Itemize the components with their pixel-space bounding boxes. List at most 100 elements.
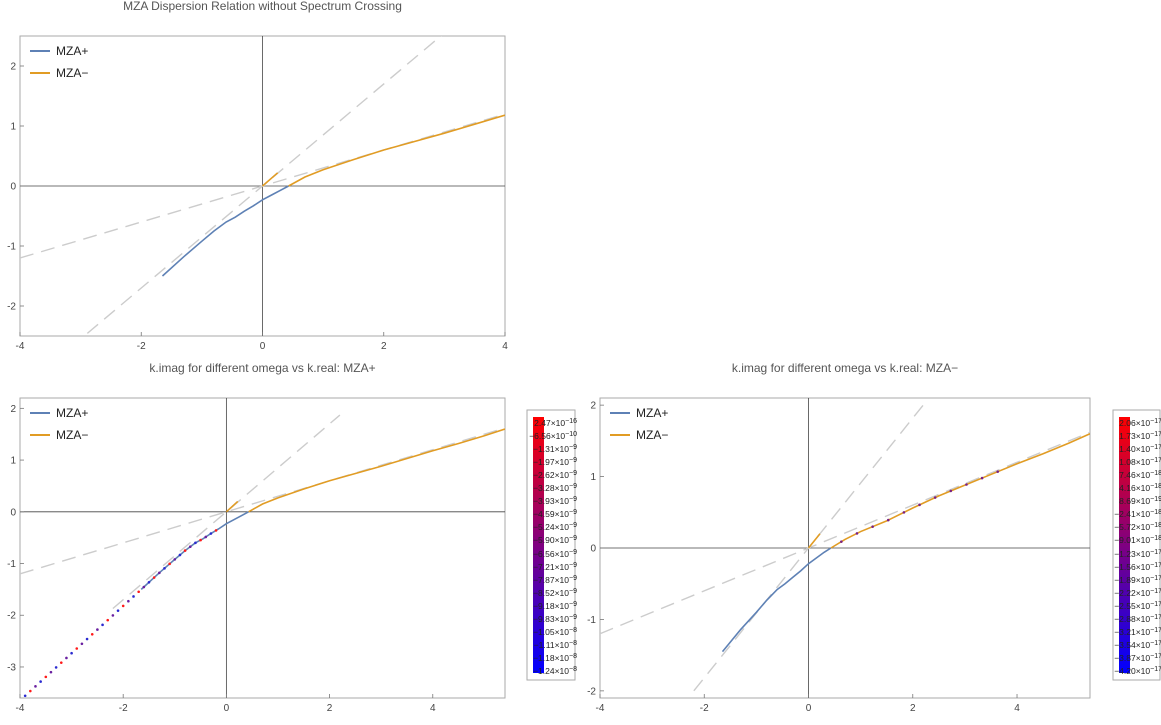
data-point — [918, 503, 921, 507]
colorbar-tick-label: −3.87×10−17 — [1114, 652, 1161, 663]
data-point — [23, 694, 27, 698]
legend-label-mza-plus: MZA+ — [636, 406, 668, 420]
colorbar-tick-label: −1.05×10−8 — [533, 626, 577, 637]
colorbar-tick-label: −1.24×10−8 — [533, 666, 577, 676]
data-point — [152, 576, 156, 579]
chart-panel-1: MZA Dispersion Relation without Spectrum… — [0, 0, 520, 355]
colorbar-tick-label: 1.73×10−17 — [1119, 431, 1161, 442]
x-tick-label: -4 — [16, 341, 25, 352]
x-tick-label: -4 — [16, 703, 25, 714]
series-mza-minus-line — [248, 428, 505, 513]
colorbar-tick-label: 1.40×10−17 — [1119, 444, 1161, 455]
chart-2-svg: k.imag for different omega vs k.real: MZ… — [7, 361, 577, 714]
x-tick-label: 0 — [260, 341, 266, 352]
data-point — [173, 558, 177, 561]
chart-panel-2: k.imag for different omega vs k.real: MZ… — [0, 355, 580, 720]
data-point — [147, 580, 151, 584]
plot-frame — [19, 397, 506, 699]
data-point — [214, 529, 218, 532]
colorbar-tick-label: −2.88×10−17 — [1114, 613, 1161, 624]
data-point — [65, 656, 68, 660]
series-mza-minus-line — [288, 114, 505, 187]
x-tick-label: 0 — [224, 703, 230, 714]
y-tick-label: -1 — [587, 615, 596, 626]
data-point — [29, 689, 32, 693]
series-mza-minus-branch — [225, 500, 239, 513]
colorbar-tick-label: −6.56×10−10 — [529, 431, 577, 442]
colorbar-tick-label: −7.87×10−9 — [533, 574, 577, 585]
x-tick-label: 2 — [910, 703, 916, 714]
y-tick-label: 2 — [590, 401, 596, 412]
y-tick-label: -1 — [7, 242, 16, 253]
series-mza-plus-line — [161, 185, 289, 277]
colorbar-tick-label: −3.21×10−17 — [1114, 626, 1161, 637]
data-point — [183, 549, 187, 552]
data-point — [137, 590, 140, 594]
x-tick-label: -2 — [119, 703, 128, 714]
legend-label-mza-plus: MZA+ — [56, 44, 88, 58]
y-tick-label: 1 — [590, 472, 596, 483]
colorbar-tick-label: −3.28×10−9 — [533, 483, 577, 494]
x-tick-label: 4 — [430, 703, 436, 714]
y-tick-label: 0 — [10, 182, 16, 193]
data-point — [101, 623, 104, 627]
y-tick-label: 2 — [10, 404, 16, 415]
colorbar-tick-label: −1.18×10−8 — [533, 652, 577, 663]
colorbar-tick-label: −9.83×10−9 — [533, 613, 577, 624]
colorbar-gradient — [533, 417, 544, 673]
colorbar-tick-label: −1.31×10−9 — [533, 444, 577, 455]
reference-line-2 — [693, 404, 924, 692]
colorbar-tick-label: −9.01×10−18 — [1114, 535, 1161, 546]
chart-title: MZA Dispersion Relation without Spectrum… — [123, 0, 402, 13]
colorbar-tick-label: 1.08×10−17 — [1119, 457, 1161, 468]
chart-1-svg: MZA Dispersion Relation without Spectrum… — [7, 0, 508, 352]
legend-label-mza-minus: MZA− — [636, 428, 668, 442]
data-point — [75, 647, 79, 650]
series-mza-minus-line — [830, 432, 1090, 549]
data-point — [209, 532, 213, 535]
data-point — [90, 633, 94, 636]
x-tick-label: 2 — [381, 341, 387, 352]
reference-line-1 — [20, 427, 505, 575]
y-tick-label: -2 — [7, 302, 16, 313]
colorbar-tick-label: −1.97×10−9 — [533, 457, 577, 468]
colorbar-tick-label: −1.56×10−17 — [1114, 561, 1161, 572]
series-mza-plus-line — [721, 547, 832, 653]
data-point — [96, 628, 99, 631]
colorbar-tick-label: −9.18×10−9 — [533, 600, 577, 611]
y-tick-label: -1 — [7, 559, 16, 570]
y-tick-label: -2 — [7, 611, 16, 622]
y-tick-label: 2 — [10, 62, 16, 73]
colorbar-tick-label: −5.90×10−9 — [533, 535, 577, 546]
series-mza-plus-line — [140, 511, 249, 590]
reference-line-1 — [600, 431, 1090, 635]
data-point — [49, 670, 53, 674]
series-mza-minus-branch — [807, 533, 821, 549]
data-point — [188, 545, 192, 549]
chart-title: k.imag for different omega vs k.real: MZ… — [149, 361, 375, 375]
colorbar-tick-label: −8.52×10−9 — [533, 587, 577, 598]
colorbar-tick-label: −3.54×10−17 — [1114, 639, 1161, 650]
x-tick-label: 4 — [1014, 703, 1020, 714]
data-point — [106, 618, 110, 622]
data-point — [44, 675, 48, 679]
data-point — [886, 518, 890, 522]
data-point — [111, 614, 115, 617]
data-point — [980, 476, 984, 480]
x-tick-label: -4 — [596, 703, 605, 714]
data-point — [933, 496, 937, 499]
colorbar-tick-label: 7.46×10−18 — [1119, 470, 1161, 481]
colorbar-tick-label: 8.69×10−19 — [1119, 496, 1161, 507]
colorbar-tick-label: −5.72×10−18 — [1114, 522, 1161, 533]
data-point — [80, 642, 84, 646]
data-point — [54, 666, 58, 669]
data-point — [132, 595, 135, 598]
data-point — [70, 651, 73, 655]
y-tick-label: 1 — [10, 456, 16, 467]
chart-3-svg: k.imag for different omega vs k.real: MZ… — [587, 361, 1161, 714]
data-point — [871, 525, 874, 528]
y-tick-label: 0 — [590, 544, 596, 555]
legend-label-mza-minus: MZA− — [56, 66, 88, 80]
data-point — [85, 637, 89, 641]
data-point — [965, 483, 968, 486]
